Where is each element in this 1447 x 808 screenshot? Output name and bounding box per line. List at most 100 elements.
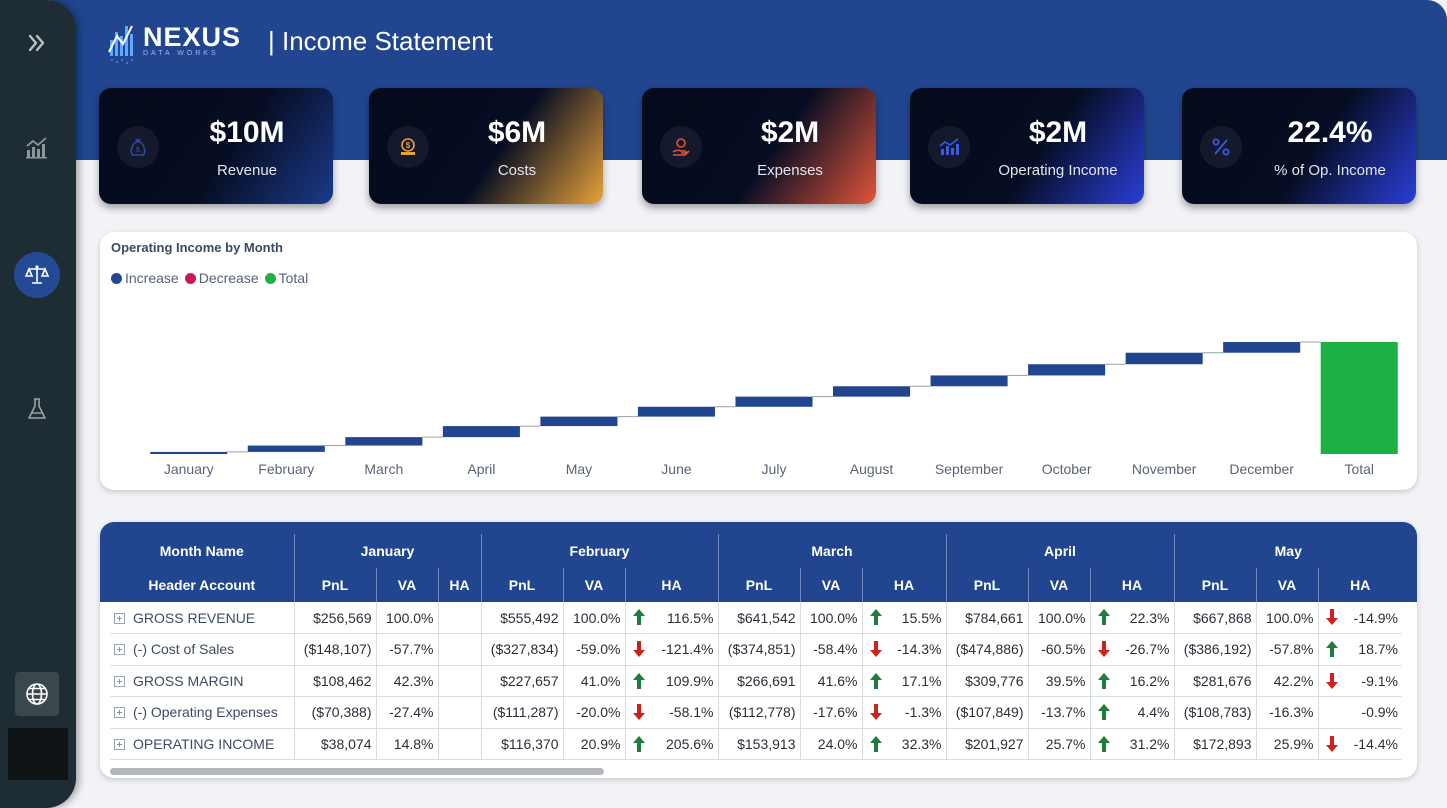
waterfall-bar-july[interactable] (735, 396, 813, 407)
ha-value: -9.1% (1361, 672, 1398, 689)
row-header[interactable]: GROSS REVENUE (110, 602, 294, 634)
col-header-va[interactable]: VA (799, 568, 862, 602)
nav-income-statement-button[interactable] (14, 252, 60, 298)
col-header-pnl[interactable]: PnL (945, 568, 1028, 602)
col-header-ha[interactable]: HA (624, 568, 718, 602)
arrow-down-icon (869, 641, 882, 657)
x-tick-label: June (661, 461, 692, 477)
ha-value: 22.3% (1129, 609, 1170, 626)
waterfall-bar-november[interactable] (1125, 352, 1203, 365)
month-header-january[interactable]: January (293, 534, 481, 568)
kpi-card-op-income-percent[interactable]: 22.4% % of Op. Income (1182, 88, 1416, 204)
ha-cell: -0.9% (1317, 696, 1402, 729)
arrow-down-icon (632, 704, 645, 720)
chart-legend: Increase Decrease Total (111, 270, 308, 286)
expand-row-icon[interactable] (114, 738, 125, 750)
kpi-card-costs[interactable]: $ $6M Costs (369, 88, 603, 204)
va-cell: 25.7% (1027, 728, 1090, 760)
kpi-card-revenue[interactable]: $ $10M Revenue (99, 88, 333, 204)
col-header-ha[interactable]: HA (861, 568, 946, 602)
waterfall-bar-august[interactable] (833, 386, 911, 397)
waterfall-bar-may[interactable] (540, 416, 618, 427)
month-header-february[interactable]: February (480, 534, 718, 568)
waterfall-bar-february[interactable] (247, 445, 325, 452)
arrow-up-icon (632, 735, 645, 752)
col-header-va[interactable]: VA (375, 568, 438, 602)
waterfall-bar-march[interactable] (345, 437, 423, 446)
ha-cell: -1.3% (861, 696, 946, 729)
kpi-card-expenses[interactable]: $2M Expenses (642, 88, 876, 204)
pnl-cell: ($374,851) (717, 633, 800, 666)
ha-cell (437, 633, 481, 666)
ha-value: -121.4% (661, 641, 714, 658)
growth-chart-icon (928, 126, 970, 168)
arrow-down-icon (1097, 641, 1110, 657)
col-header-va[interactable]: VA (1255, 568, 1318, 602)
arrow-up-icon (869, 735, 882, 752)
expand-row-icon[interactable] (114, 644, 125, 656)
legend-item-increase[interactable]: Increase (111, 270, 179, 286)
va-cell: 100.0% (799, 602, 862, 634)
waterfall-bar-april[interactable] (442, 426, 520, 438)
col-header-ha[interactable]: HA (1317, 568, 1402, 602)
waterfall-bar-june[interactable] (637, 406, 715, 417)
col-header-ha[interactable]: HA (1089, 568, 1174, 602)
account-label: (-) Operating Expenses (133, 704, 278, 721)
va-cell: -58.4% (799, 633, 862, 666)
waterfall-bar-total[interactable] (1320, 342, 1398, 454)
va-cell: 42.3% (375, 665, 438, 697)
ha-value: -0.9% (1361, 704, 1398, 721)
arrow-up-icon (869, 609, 882, 625)
logo: NEXUS DATA WORKS (108, 22, 241, 68)
waterfall-chart-plot: January February March April May June July Augu… (150, 341, 1398, 477)
logo-subtitle: DATA WORKS (143, 50, 219, 57)
pnl-cell: $172,893 (1173, 728, 1256, 760)
ha-value: 15.5% (901, 609, 942, 626)
sidebar (0, 0, 76, 808)
col-header-va[interactable]: VA (1027, 568, 1090, 602)
nav-analysis-button[interactable] (14, 386, 60, 432)
expand-sidebar-button[interactable] (14, 20, 60, 66)
col-header-pnl[interactable]: PnL (293, 568, 376, 602)
col-header-pnl[interactable]: PnL (1173, 568, 1256, 602)
row-header[interactable]: GROSS MARGIN (110, 665, 294, 697)
kpi-label: Revenue (216, 162, 278, 179)
nav-overview-button[interactable] (14, 124, 60, 170)
ha-cell: -9.1% (1317, 665, 1402, 697)
pnl-cell: $38,074 (293, 728, 376, 760)
expand-row-icon[interactable] (114, 675, 125, 687)
month-header-april[interactable]: April (945, 534, 1174, 568)
ha-cell (437, 665, 481, 697)
corner-header-month[interactable]: Month Name (159, 543, 244, 559)
legend-item-total[interactable]: Total (264, 270, 308, 286)
col-header-va[interactable]: VA (562, 568, 625, 602)
row-header[interactable]: (-) Operating Expenses (110, 696, 294, 729)
row-header[interactable]: OPERATING INCOME (110, 728, 294, 760)
x-tick-label: January (164, 461, 214, 477)
waterfall-bar-january[interactable] (150, 451, 228, 454)
row-header[interactable]: (-) Cost of Sales (110, 633, 294, 666)
expand-row-icon[interactable] (114, 707, 125, 719)
expand-row-icon[interactable] (114, 612, 125, 624)
waterfall-bar-october[interactable] (1028, 364, 1106, 376)
pnl-matrix: Month Name January February March April … (110, 534, 1402, 760)
col-header-pnl[interactable]: PnL (717, 568, 800, 602)
corner-header-account[interactable]: Header Account (148, 577, 256, 593)
legend-item-decrease[interactable]: Decrease (184, 270, 259, 286)
month-header-march[interactable]: March (717, 534, 946, 568)
globe-button[interactable] (15, 672, 59, 716)
col-header-pnl[interactable]: PnL (480, 568, 563, 602)
month-header-may[interactable]: May (1173, 534, 1402, 568)
horizontal-scrollbar[interactable] (110, 768, 604, 775)
x-tick-label: May (566, 461, 592, 477)
pnl-cell: $309,776 (945, 665, 1028, 697)
kpi-card-operating-income[interactable]: $2M Operating Income (910, 88, 1144, 204)
pnl-cell: $281,676 (1173, 665, 1256, 697)
table-row: GROSS REVENUE $256,569 100.0% $555,492 100.0… (110, 602, 1402, 634)
col-header-ha[interactable]: HA (437, 568, 481, 602)
pnl-cell: ($108,783) (1173, 696, 1256, 729)
waterfall-bar-december[interactable] (1223, 342, 1301, 353)
x-tick-label: March (364, 461, 403, 477)
ha-cell: 4.4% (1089, 696, 1174, 729)
waterfall-bar-september[interactable] (930, 375, 1008, 387)
